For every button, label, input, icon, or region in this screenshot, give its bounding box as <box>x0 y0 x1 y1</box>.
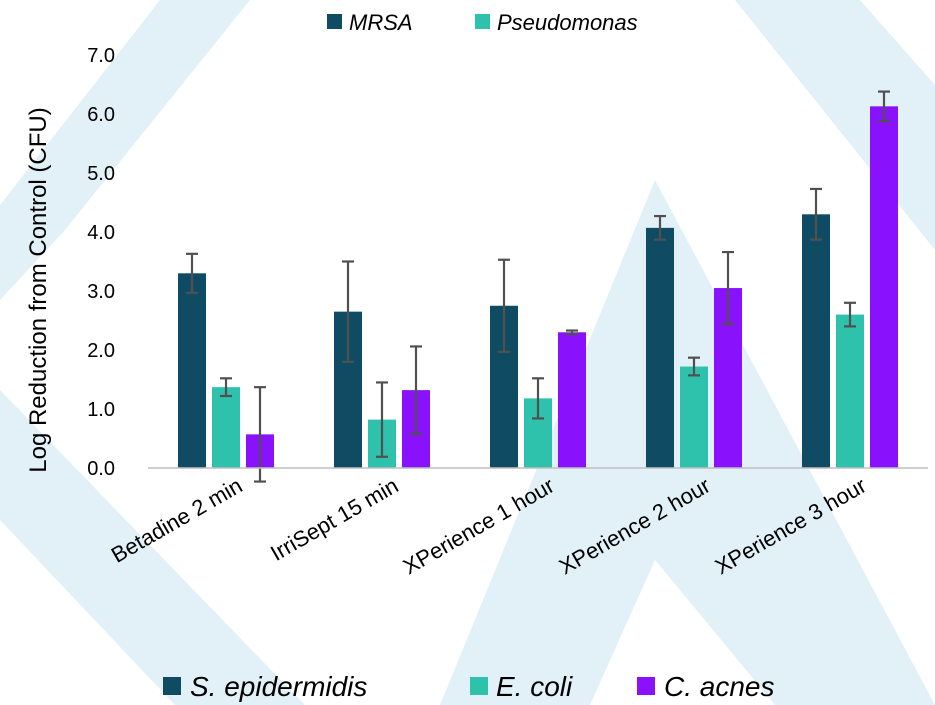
bar-c-acnes-xperience-3-hour <box>870 106 898 468</box>
error-bar-s-epidermidis-irrisept-15-min <box>342 260 354 363</box>
error-bar-c-acnes-irrisept-15-min <box>410 345 422 435</box>
bottom-legend: S. epidermidis E. coli C. acnes <box>163 671 775 702</box>
y-tick-label: 2.0 <box>87 340 115 362</box>
error-bar-s-epidermidis-xperience-1-hour <box>498 258 510 353</box>
legend-swatch-s-epidermidis <box>163 677 181 695</box>
error-bar-e-coli-xperience-1-hour <box>532 377 544 420</box>
bar-s-epidermidis-betadine-2-min <box>178 273 206 468</box>
error-bar-e-coli-betadine-2-min <box>220 377 232 398</box>
error-bar-e-coli-xperience-2-hour <box>688 356 700 377</box>
error-bars <box>186 90 890 483</box>
x-tick-label: IrriSept 15 min <box>266 473 402 566</box>
watermark-shape-right <box>735 0 935 250</box>
error-bar-s-epidermidis-betadine-2-min <box>186 252 198 294</box>
bars <box>178 106 898 468</box>
error-bar-c-acnes-xperience-1-hour <box>566 329 578 336</box>
legend-label-c-acnes: C. acnes <box>664 671 775 702</box>
y-tick-label: 4.0 <box>87 222 115 244</box>
legend-label-mrsa: MRSA <box>349 10 413 35</box>
bar-e-coli-betadine-2-min <box>212 387 240 468</box>
legend-label-s-epidermidis: S. epidermidis <box>190 671 367 702</box>
y-axis-title: Log Reduction from Control (CFU) <box>25 107 52 472</box>
error-bar-c-acnes-betadine-2-min <box>254 386 266 483</box>
y-tick-label: 3.0 <box>87 281 115 303</box>
error-bar-c-acnes-xperience-3-hour <box>878 90 890 123</box>
legend-swatch-mrsa <box>327 14 342 29</box>
error-bar-e-coli-irrisept-15-min <box>376 381 388 458</box>
legend-label-e-coli: E. coli <box>496 671 573 702</box>
x-tick-label: Betadine 2 min <box>107 473 247 568</box>
bar-s-epidermidis-xperience-2-hour <box>646 227 674 468</box>
legend-swatch-c-acnes <box>637 677 655 695</box>
error-bar-s-epidermidis-xperience-2-hour <box>654 214 666 241</box>
error-bar-e-coli-xperience-3-hour <box>844 301 856 328</box>
legend-label-pseudomonas: Pseudomonas <box>497 10 638 35</box>
bar-e-coli-xperience-3-hour <box>836 314 864 468</box>
bar-c-acnes-xperience-1-hour <box>558 332 586 468</box>
y-tick-label: 0.0 <box>87 458 115 480</box>
y-tick-label: 7.0 <box>87 45 115 67</box>
bar-s-epidermidis-xperience-3-hour <box>802 214 830 468</box>
error-bar-c-acnes-xperience-2-hour <box>722 250 734 326</box>
legend-swatch-pseudomonas <box>475 14 490 29</box>
y-tick-label: 6.0 <box>87 104 115 126</box>
error-bar-s-epidermidis-xperience-3-hour <box>810 187 822 241</box>
watermark-shape-top <box>0 0 250 300</box>
top-legend: MRSA Pseudomonas <box>327 10 638 35</box>
legend-swatch-e-coli <box>470 677 488 695</box>
bar-e-coli-xperience-2-hour <box>680 366 708 468</box>
y-axis-ticks: 0.0 1.0 2.0 3.0 4.0 5.0 6.0 7.0 <box>87 45 115 480</box>
y-tick-label: 1.0 <box>87 399 115 421</box>
y-tick-label: 5.0 <box>87 163 115 185</box>
watermark-shape-left <box>0 390 305 705</box>
